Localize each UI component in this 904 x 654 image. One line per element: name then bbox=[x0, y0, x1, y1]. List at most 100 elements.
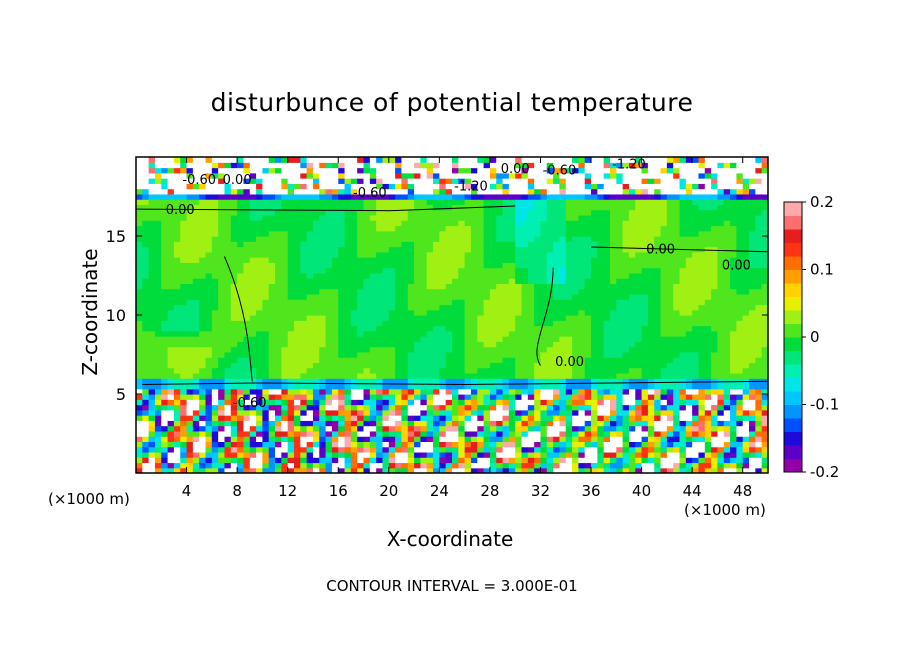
heatmap-cell bbox=[180, 209, 188, 216]
heatmap-cell bbox=[445, 283, 453, 290]
heatmap-cell bbox=[641, 357, 649, 363]
heatmap-cell bbox=[628, 183, 636, 190]
heatmap-cell bbox=[546, 162, 554, 169]
heatmap-cell bbox=[192, 183, 200, 190]
heatmap-cell bbox=[433, 246, 440, 253]
heatmap-cell bbox=[584, 399, 592, 406]
plot-area bbox=[136, 157, 768, 473]
heatmap-cell bbox=[426, 420, 434, 427]
heatmap-cell bbox=[439, 378, 447, 385]
heatmap-cell bbox=[148, 336, 156, 342]
heatmap-cell bbox=[635, 415, 643, 421]
heatmap-cell bbox=[578, 167, 586, 174]
heatmap-cell bbox=[230, 446, 238, 453]
heatmap-cell bbox=[192, 299, 200, 306]
heatmap-cell bbox=[331, 441, 339, 448]
heatmap-cell bbox=[338, 241, 346, 248]
heatmap-cell bbox=[553, 267, 561, 274]
heatmap-cell bbox=[477, 267, 485, 274]
heatmap-cell bbox=[654, 199, 662, 205]
heatmap-cell bbox=[230, 415, 238, 421]
heatmap-cell bbox=[180, 415, 188, 421]
heatmap-cell bbox=[243, 394, 251, 400]
heatmap-cell bbox=[338, 199, 346, 205]
heatmap-cell bbox=[161, 272, 169, 279]
heatmap-cell bbox=[445, 315, 453, 321]
heatmap-cell bbox=[616, 262, 624, 269]
heatmap-cell bbox=[622, 457, 630, 464]
heatmap-cell bbox=[287, 420, 295, 427]
heatmap-cell bbox=[502, 188, 510, 195]
heatmap-cell bbox=[180, 430, 188, 437]
heatmap-cell bbox=[136, 425, 143, 432]
heatmap-cell bbox=[565, 446, 573, 453]
heatmap-cell bbox=[508, 214, 516, 221]
heatmap-cell bbox=[502, 425, 510, 432]
heatmap-cell bbox=[382, 315, 390, 321]
heatmap-cell bbox=[344, 272, 352, 279]
heatmap-cell bbox=[641, 220, 649, 227]
heatmap-cell bbox=[572, 357, 579, 363]
heatmap-cell bbox=[591, 246, 598, 253]
heatmap-cell bbox=[433, 346, 440, 353]
heatmap-cell bbox=[426, 183, 434, 190]
heatmap-cell bbox=[382, 404, 390, 411]
heatmap-cell bbox=[325, 330, 333, 337]
heatmap-cell bbox=[167, 320, 175, 327]
heatmap-cell bbox=[565, 267, 573, 274]
heatmap-cell bbox=[452, 415, 459, 421]
heatmap-cell bbox=[597, 362, 605, 369]
heatmap-cell bbox=[199, 241, 207, 248]
heatmap-cell bbox=[325, 299, 333, 306]
heatmap-cell bbox=[565, 420, 573, 427]
heatmap-cell bbox=[199, 162, 207, 169]
heatmap-cell bbox=[268, 430, 276, 437]
heatmap-cell bbox=[407, 304, 415, 311]
heatmap-cell bbox=[230, 404, 238, 411]
heatmap-cell bbox=[572, 341, 579, 348]
heatmap-cell bbox=[154, 378, 162, 385]
heatmap-cell bbox=[395, 257, 403, 263]
heatmap-cell bbox=[173, 162, 181, 169]
heatmap-cell bbox=[546, 204, 554, 211]
heatmap-cell bbox=[224, 441, 232, 448]
heatmap-cell bbox=[565, 394, 573, 400]
heatmap-cell bbox=[508, 278, 516, 284]
heatmap-cell bbox=[654, 225, 662, 232]
heatmap-cell bbox=[540, 315, 548, 321]
heatmap-cell bbox=[565, 409, 573, 416]
heatmap-cell bbox=[294, 467, 301, 473]
heatmap-cell bbox=[433, 388, 440, 395]
heatmap-cell bbox=[553, 330, 561, 337]
heatmap-cell bbox=[249, 415, 257, 421]
heatmap-cell bbox=[180, 167, 188, 174]
heatmap-cell bbox=[268, 288, 276, 295]
heatmap-cell bbox=[344, 167, 352, 174]
heatmap-cell bbox=[502, 388, 510, 395]
heatmap-cell bbox=[553, 299, 561, 306]
heatmap-cell bbox=[306, 351, 314, 358]
heatmap-cell bbox=[515, 383, 523, 390]
heatmap-cell bbox=[211, 457, 219, 464]
heatmap-cell bbox=[136, 204, 143, 211]
heatmap-cell bbox=[578, 409, 586, 416]
heatmap-cell bbox=[376, 162, 384, 169]
heatmap-cell bbox=[325, 251, 333, 258]
heatmap-cell bbox=[148, 172, 156, 179]
heatmap-cell bbox=[211, 272, 219, 279]
heatmap-cell bbox=[489, 336, 497, 342]
heatmap-cell bbox=[527, 188, 535, 195]
heatmap-cell bbox=[230, 425, 238, 432]
heatmap-cell bbox=[199, 220, 207, 227]
heatmap-cell bbox=[628, 357, 636, 363]
heatmap-cell bbox=[452, 467, 459, 473]
heatmap-cell bbox=[483, 320, 491, 327]
heatmap-cell bbox=[325, 441, 333, 448]
heatmap-cell bbox=[281, 278, 289, 284]
heatmap-cell bbox=[331, 383, 339, 390]
heatmap-cell bbox=[654, 436, 662, 442]
heatmap-cell bbox=[300, 172, 308, 179]
heatmap-cell bbox=[275, 204, 282, 211]
heatmap-cell bbox=[534, 278, 542, 284]
heatmap-cell bbox=[534, 420, 542, 427]
